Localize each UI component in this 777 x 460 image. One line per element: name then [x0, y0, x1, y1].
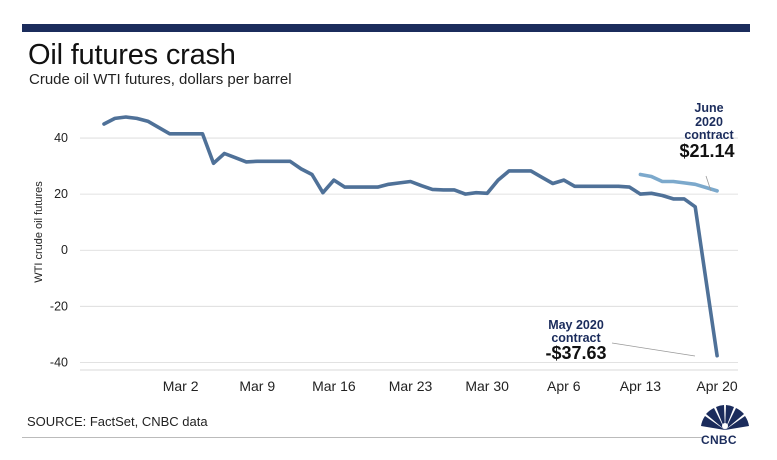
data-point — [135, 117, 138, 120]
data-point — [376, 186, 379, 189]
data-point — [661, 180, 664, 183]
data-point — [398, 182, 401, 184]
x-tick-label: Mar 16 — [312, 378, 356, 394]
logo-wordmark: CNBC — [701, 433, 737, 447]
data-point — [343, 186, 346, 189]
data-point — [245, 160, 248, 163]
y-tick-label: -20 — [50, 299, 68, 313]
data-point — [584, 185, 587, 188]
may-annotation-leader — [611, 342, 696, 357]
data-point — [300, 167, 302, 170]
y-tick-label: 40 — [54, 131, 68, 145]
data-point — [332, 179, 335, 182]
grid-lines — [80, 137, 738, 371]
data-point — [114, 117, 116, 120]
june-annotation-leader — [705, 175, 712, 192]
data-point — [551, 182, 554, 185]
y-axis-label: WTI crude oil futures — [33, 181, 45, 283]
brand-top-bar — [22, 24, 750, 32]
footer-divider — [22, 437, 702, 438]
data-point — [650, 175, 653, 178]
data-point — [562, 179, 565, 182]
data-point — [365, 186, 368, 189]
may-annotation-line-1: May 2020 — [548, 318, 604, 332]
data-point — [683, 182, 686, 184]
x-tick-label: Mar 2 — [163, 378, 199, 394]
data-point — [234, 156, 237, 159]
y-tick-label: 20 — [54, 187, 68, 201]
data-point — [267, 160, 270, 163]
data-point — [124, 116, 127, 118]
data-point — [322, 191, 324, 194]
june-annotation: June 2020 contract $21.14 — [679, 101, 735, 192]
data-point — [212, 162, 215, 165]
data-point — [223, 152, 226, 155]
data-point — [628, 186, 631, 189]
data-point — [146, 120, 149, 123]
cnbc-peacock-logo-icon — [701, 405, 749, 430]
data-point — [606, 185, 609, 188]
series-layer — [102, 115, 719, 358]
data-point — [497, 179, 500, 182]
x-tick-label: Apr 6 — [547, 378, 581, 394]
data-point — [311, 173, 313, 176]
data-point — [289, 160, 292, 163]
data-point — [464, 193, 467, 196]
data-point — [179, 132, 182, 135]
y-tick-label: 0 — [61, 243, 68, 257]
data-point — [694, 183, 697, 186]
may-annotation-value: -$37.63 — [545, 343, 606, 363]
data-point — [639, 193, 642, 196]
data-point — [103, 123, 105, 125]
data-point — [486, 192, 489, 195]
data-point — [694, 205, 697, 208]
chart-subtitle: Crude oil WTI futures, dollars per barre… — [29, 71, 292, 88]
y-tick-label: -40 — [50, 355, 68, 369]
data-point — [409, 180, 412, 183]
data-point — [672, 180, 675, 183]
x-tick-label: Mar 30 — [465, 378, 509, 394]
chart-title: Oil futures crash — [28, 39, 236, 71]
data-point — [683, 197, 686, 200]
june-annotation-value: $21.14 — [679, 141, 734, 161]
data-point — [278, 160, 281, 163]
data-point — [475, 191, 478, 194]
x-tick-label: Mar 23 — [389, 378, 433, 394]
data-point — [256, 160, 259, 163]
x-axis-tick-labels: Mar 2 Mar 9 Mar 16 Mar 23 Mar 30 Apr 6 Apr 13 A… — [163, 378, 738, 394]
data-point — [201, 132, 204, 135]
data-point — [716, 354, 718, 357]
data-point — [617, 185, 620, 188]
x-tick-label: Mar 9 — [239, 378, 275, 394]
data-point — [639, 173, 642, 176]
data-point — [650, 192, 653, 195]
x-tick-label: Apr 13 — [620, 378, 661, 394]
data-point — [508, 169, 510, 172]
y-axis-tick-labels: 40 20 0 -20 -40 — [50, 131, 68, 369]
data-point — [442, 189, 445, 191]
data-point — [453, 189, 456, 191]
june-annotation-line-3: contract — [684, 128, 734, 142]
data-point — [431, 188, 434, 191]
data-point — [716, 190, 718, 192]
data-point — [168, 132, 171, 135]
june-annotation-line-1: June — [694, 101, 723, 115]
x-tick-label: Apr 20 — [696, 378, 737, 394]
data-point — [387, 183, 390, 186]
data-point — [573, 185, 576, 188]
data-point — [540, 176, 543, 179]
source-note: SOURCE: FactSet, CNBC data — [27, 414, 208, 429]
data-point — [661, 194, 664, 197]
data-point — [420, 184, 423, 187]
data-point — [530, 169, 532, 172]
may-annotation: May 2020 contract -$37.63 — [545, 318, 696, 363]
june-annotation-line-2: 2020 — [695, 115, 723, 129]
may-2020-series-line — [102, 115, 719, 358]
may-annotation-line-2: contract — [551, 331, 601, 345]
data-point — [672, 197, 675, 200]
